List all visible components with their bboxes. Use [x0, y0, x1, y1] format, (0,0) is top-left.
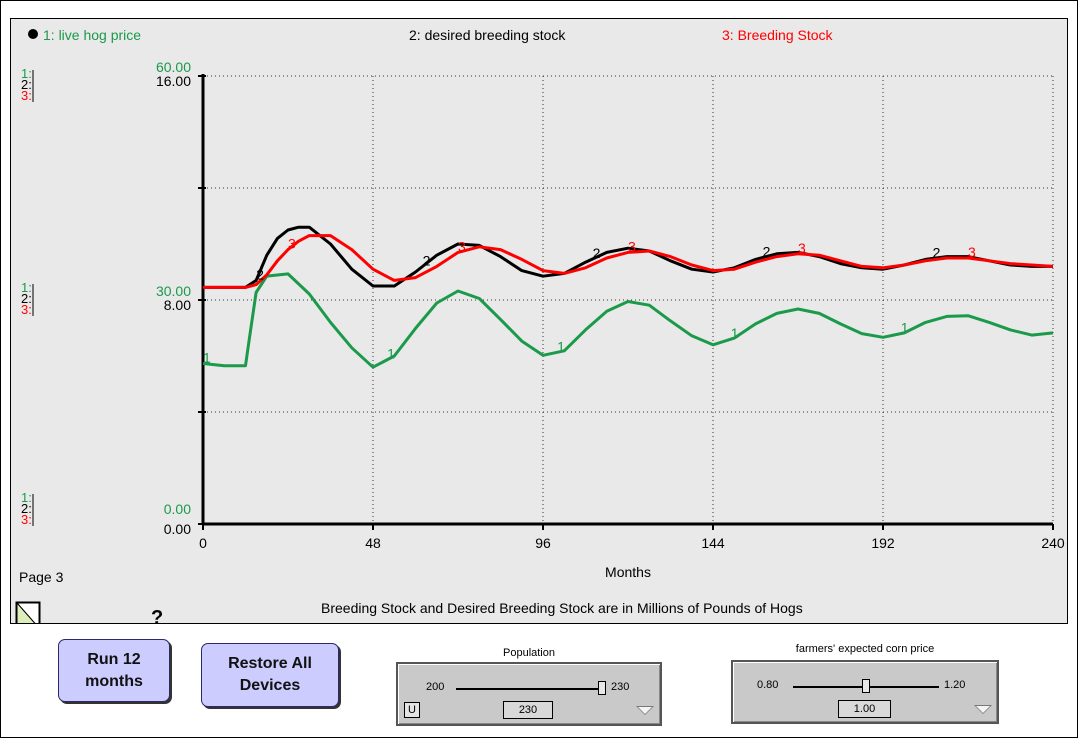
- y-scale-2-3-label: 0.00: [164, 521, 191, 537]
- series-2-marker: 2: [593, 245, 601, 261]
- corn-price-min-label: 0.80: [757, 679, 779, 691]
- series-3-marker: 3: [798, 240, 806, 256]
- x-tick-label: 192: [871, 535, 895, 551]
- x-tick-label: 0: [199, 535, 207, 551]
- series-3-marker: 3: [628, 238, 636, 254]
- x-tick-label: 96: [535, 535, 551, 551]
- footnote-text: Breeding Stock and Desired Breeding Stoc…: [321, 600, 803, 616]
- x-tick-label: 240: [1041, 535, 1065, 551]
- population-value-field[interactable]: 230: [503, 701, 553, 719]
- scale-tag-1: 1:: [21, 280, 32, 295]
- population-max-label: 230: [611, 681, 630, 693]
- series-1-marker: 1: [731, 325, 739, 341]
- corn-price-dropdown-triangle-icon[interactable]: [974, 705, 992, 714]
- legend-item-3: 3: Breeding Stock: [722, 27, 834, 43]
- population-min-label: 200: [426, 681, 445, 693]
- corn-price-slider-title: farmers' expected corn price: [795, 643, 935, 655]
- scale-tag-1: 1:: [21, 490, 32, 505]
- scale-tag-3: 3:: [21, 88, 32, 103]
- restore-button-label: Restore All Devices: [228, 655, 312, 694]
- series-1-marker: 1: [203, 349, 211, 365]
- run-12-months-button[interactable]: Run 12 months: [58, 639, 170, 702]
- scale-tag-3: 3:: [21, 512, 32, 527]
- population-slider-track[interactable]: [456, 688, 602, 690]
- y-scale-1-label: 30.00: [156, 283, 191, 299]
- legend-item-2: 2: desired breeding stock: [409, 27, 566, 43]
- legend-item-1: 1: live hog price: [43, 27, 141, 43]
- y-scale-1-label: 0.00: [164, 501, 191, 517]
- y-scale-2-3-label: 8.00: [164, 297, 191, 313]
- scale-tag-2: 2:: [21, 77, 32, 92]
- series-3-marker: 3: [968, 244, 976, 260]
- page-label: Page 3: [19, 569, 64, 585]
- population-slider-thumb[interactable]: [598, 681, 606, 695]
- page-turn-frame: [15, 601, 41, 623]
- restore-all-devices-button[interactable]: Restore All Devices: [201, 643, 339, 707]
- population-slider: 200 230 U 230: [396, 662, 662, 726]
- population-u-button[interactable]: U: [404, 702, 420, 718]
- corn-price-value-field[interactable]: 1.00: [838, 700, 891, 718]
- series-1-line: [202, 272, 1054, 369]
- y-scale-1-label: 60.00: [156, 59, 191, 75]
- series-1-marker: 1: [901, 320, 909, 336]
- scale-tag-1: 1:: [21, 66, 32, 81]
- chart: 0 48 96 144 192 240Months60.0016.0030.008.000…: [15, 27, 1065, 623]
- series-1-marker: 1: [557, 338, 565, 354]
- scale-tag-2: 2:: [21, 291, 32, 306]
- series-2-marker: 2: [423, 252, 431, 268]
- population-slider-title: Population: [503, 647, 555, 659]
- corn-price-max-label: 1.20: [944, 679, 966, 691]
- corn-price-slider-thumb[interactable]: [862, 679, 870, 693]
- pad-menu-icon[interactable]: [28, 29, 38, 39]
- series-3-marker: 3: [458, 238, 466, 254]
- page-turn-corner[interactable]: [16, 601, 39, 623]
- population-dropdown-triangle-icon[interactable]: [636, 706, 654, 715]
- series-1-marker: 1: [387, 346, 395, 362]
- help-icon: ?: [151, 607, 163, 623]
- corn-price-slider: 0.80 1.20 1.00: [731, 660, 999, 724]
- scale-tag-2: 2:: [21, 501, 32, 516]
- x-axis-title: Months: [605, 564, 651, 580]
- run-button-label: Run 12 months: [85, 650, 143, 690]
- series-2-marker: 2: [933, 244, 941, 260]
- scale-tag-3: 3:: [21, 302, 32, 317]
- series-2-marker: 2: [763, 244, 771, 260]
- graph-pad: 0 48 96 144 192 240 Months 60.00 16.00 30.00 8.00 0…: [10, 18, 1068, 624]
- series-3-line: [203, 234, 1054, 289]
- x-tick-label: 144: [701, 535, 725, 551]
- x-tick-label: 48: [365, 535, 381, 551]
- series-3-marker: 3: [288, 236, 296, 252]
- y-scale-2-3-label: 16.00: [156, 73, 191, 89]
- series-2-marker: 2: [256, 266, 264, 282]
